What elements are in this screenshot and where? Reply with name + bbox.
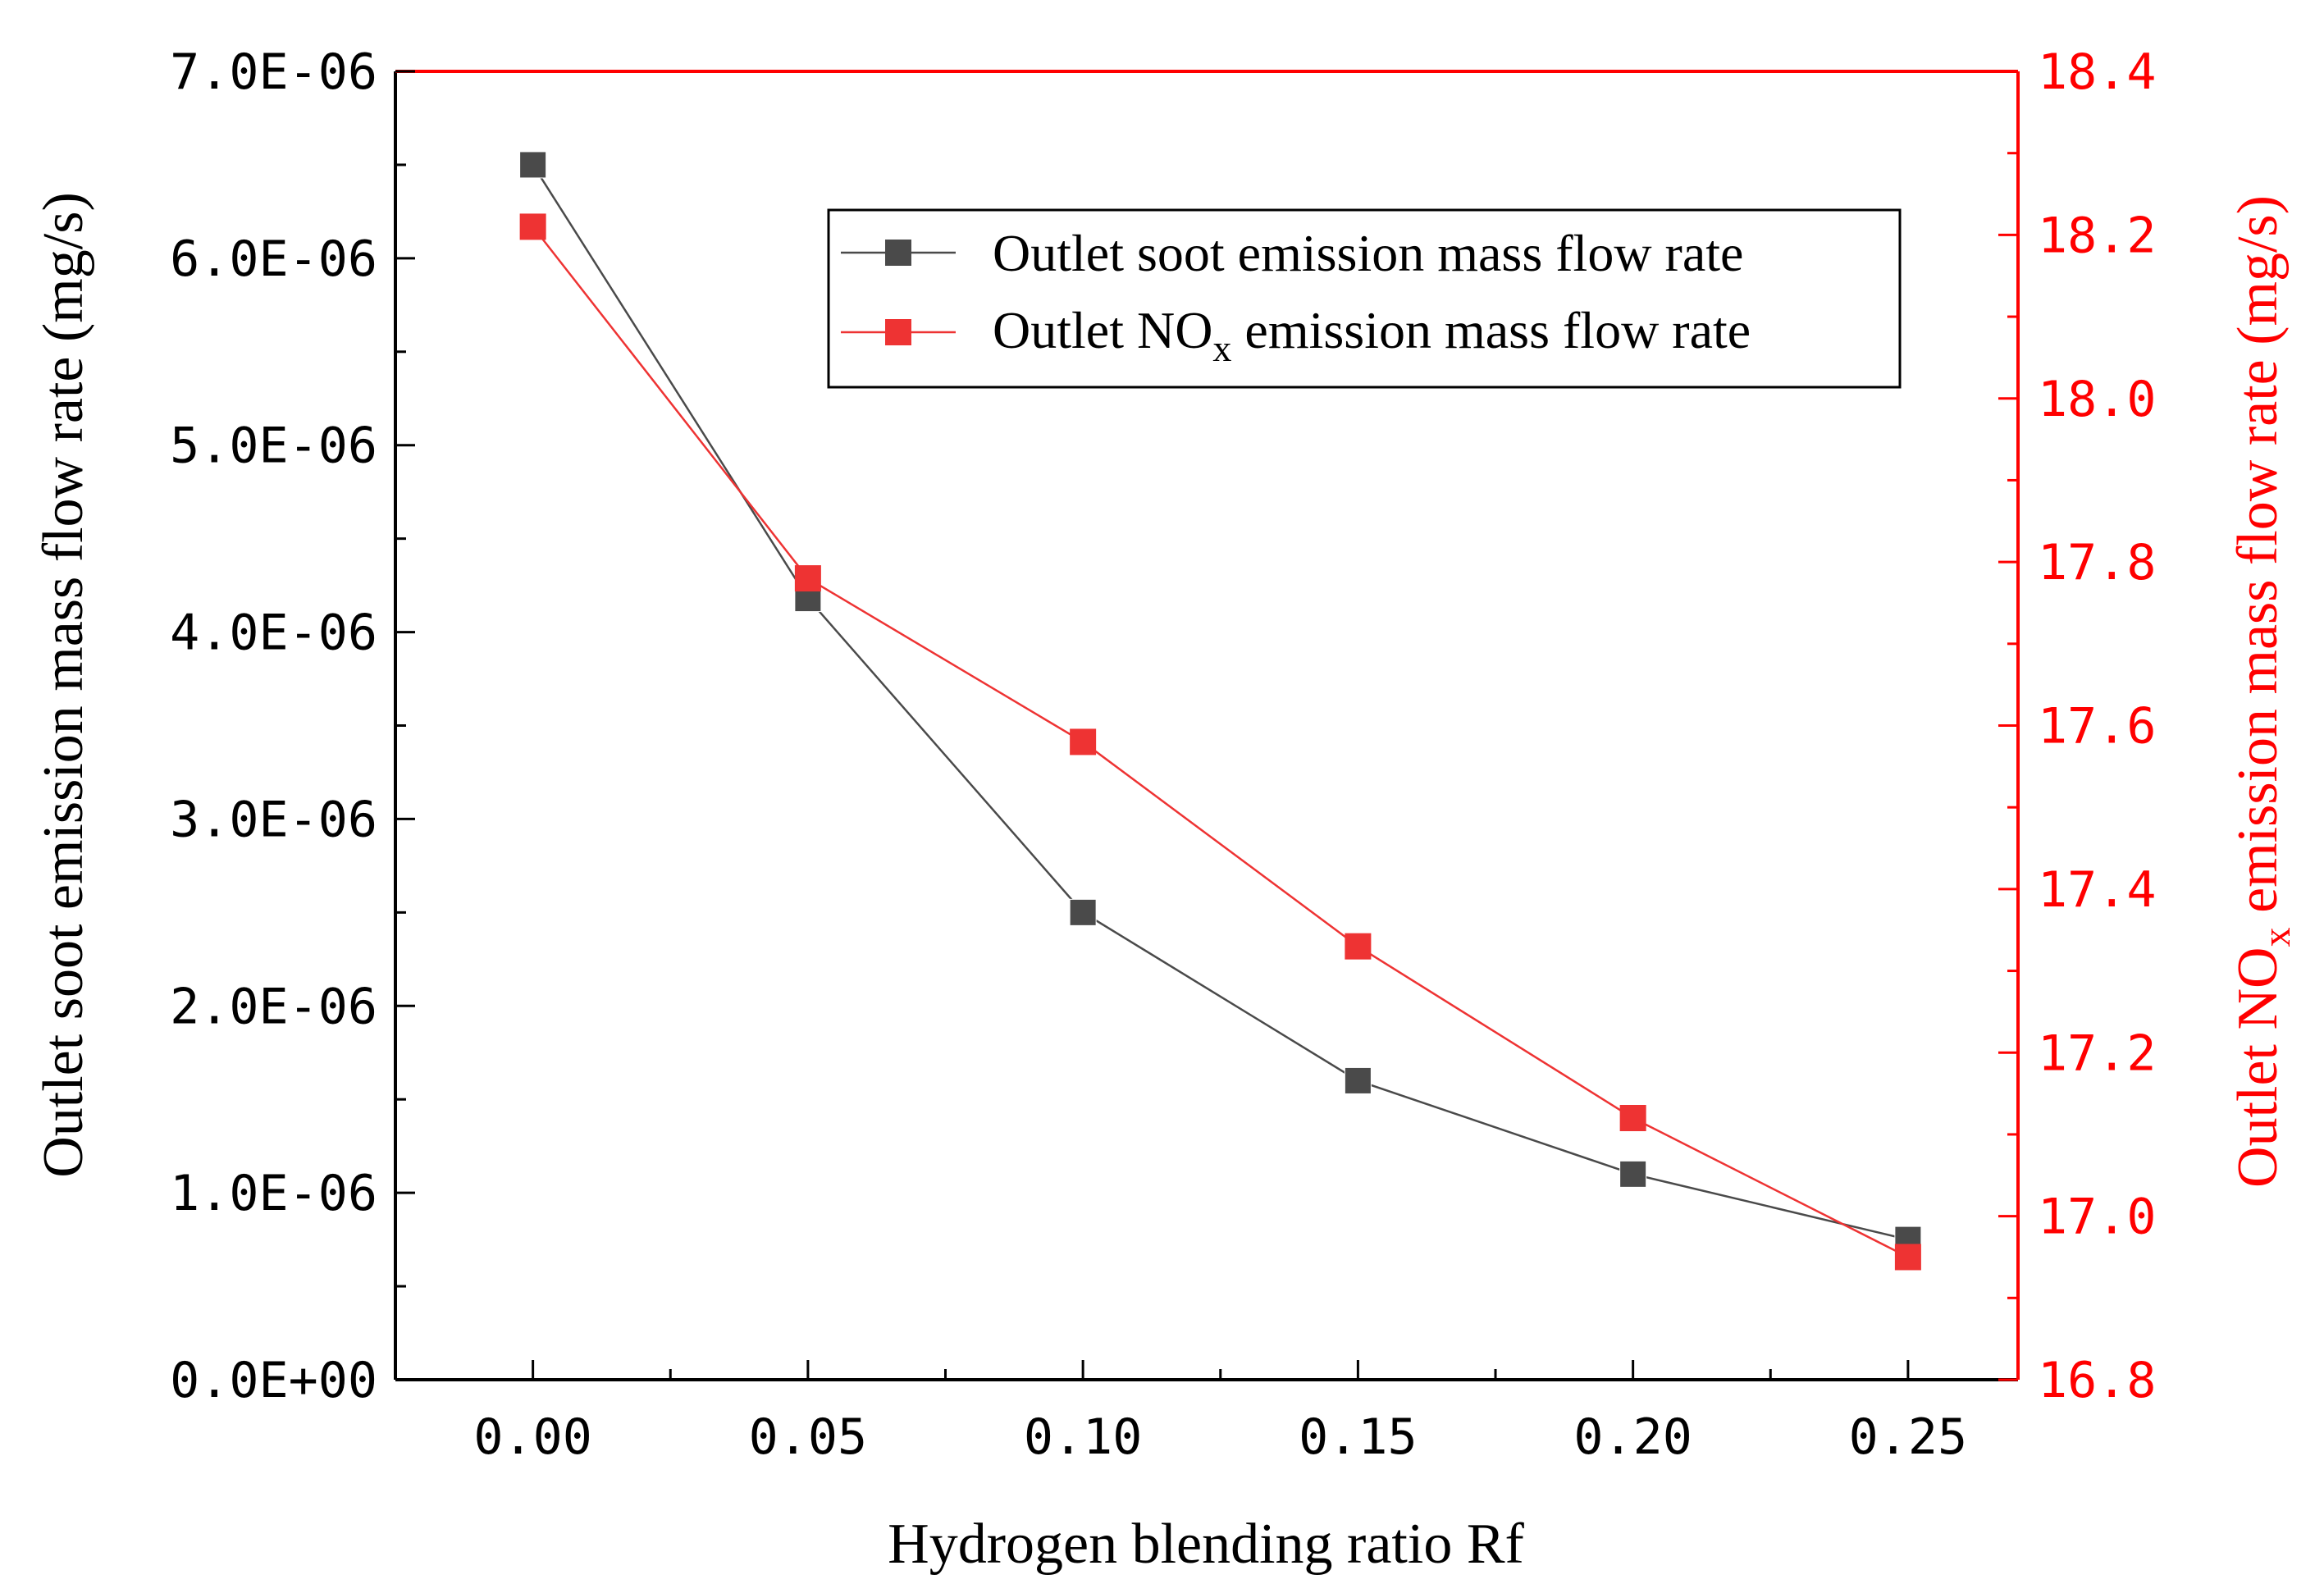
right-tick-label: 18.4 (2038, 43, 2157, 101)
legend-nox-label: Outlet NOx emission mass flow rate (993, 301, 1751, 369)
right-axis-title-prefix: Outlet NO (2226, 947, 2290, 1188)
bottom-tick-label: 0.15 (1299, 1408, 1418, 1466)
left-tick-label: 0.0E+00 (170, 1352, 377, 1409)
series-layer (519, 151, 1922, 1271)
left-tick-label: 1.0E-06 (170, 1165, 377, 1222)
legend-soot-marker (885, 240, 911, 266)
data-point (1344, 1066, 1372, 1094)
legend-nox-label-prefix: Outlet NO (993, 301, 1212, 359)
series-line (532, 164, 1909, 1241)
data-point (1069, 898, 1097, 926)
data-point (1619, 1160, 1647, 1188)
legend-box (827, 208, 1902, 389)
left-axis-ticks: 0.0E+00 1.0E-06 2.0E-06 3.0E-06 4.0E-06 5.0E-… (170, 43, 415, 1409)
right-tick-label: 18.0 (2038, 371, 2157, 428)
data-point (1345, 933, 1372, 960)
bottom-tick-label: 0.20 (1573, 1408, 1692, 1466)
legend-nox-marker (885, 319, 911, 345)
left-tick-label: 5.0E-06 (170, 418, 377, 475)
right-tick-label: 17.0 (2038, 1189, 2157, 1246)
left-tick-label: 4.0E-06 (170, 605, 377, 662)
right-axis-title-sub: x (2255, 927, 2299, 947)
legend: Outlet soot emission mass flow rate Outl… (827, 208, 1902, 389)
right-tick-label: 18.2 (2038, 207, 2157, 264)
right-axis-title: Outlet NOx emission mass flow rate (mg/s… (2226, 195, 2299, 1188)
series-nox (519, 213, 1921, 1271)
legend-nox-label-suffix: emission mass flow rate (1231, 301, 1751, 359)
left-tick-label: 7.0E-06 (170, 43, 377, 101)
bottom-tick-label: 0.00 (473, 1408, 592, 1466)
legend-entry-nox: Outlet NOx emission mass flow rate (841, 301, 1751, 369)
right-axis-title-suffix: emission mass flow rate (mg/s) (2226, 195, 2290, 927)
series-line (532, 226, 1909, 1258)
left-tick-label: 3.0E-06 (170, 791, 377, 848)
x-axis-title: Hydrogen blending ratio Rf (888, 1513, 1524, 1576)
bottom-tick-label: 0.10 (1024, 1408, 1143, 1466)
left-axis-title: Outlet soot emission mass flow rate (mg/… (32, 192, 95, 1178)
legend-nox-label-sub: x (1212, 327, 1231, 369)
right-tick-label: 17.4 (2038, 861, 2157, 919)
left-tick-label: 6.0E-06 (170, 231, 377, 288)
left-tick-label: 2.0E-06 (170, 978, 377, 1035)
bottom-axis-ticks: 0.00 0.05 0.10 0.15 0.20 0.25 (473, 1360, 1967, 1466)
data-point (794, 565, 821, 592)
right-tick-label: 17.6 (2038, 698, 2157, 755)
bottom-tick-label: 0.05 (749, 1408, 868, 1466)
data-point (519, 213, 546, 240)
right-tick-label: 16.8 (2038, 1352, 2157, 1409)
legend-soot-label: Outlet soot emission mass flow rate (993, 224, 1743, 282)
right-tick-label: 17.8 (2038, 534, 2157, 591)
bottom-tick-label: 0.25 (1849, 1408, 1968, 1466)
right-tick-label: 17.2 (2038, 1025, 2157, 1082)
data-point (1894, 1244, 1921, 1271)
data-point (1619, 1105, 1646, 1131)
data-point (519, 151, 547, 179)
legend-entry-soot: Outlet soot emission mass flow rate (841, 224, 1743, 282)
data-point (1070, 728, 1097, 755)
right-axis-ticks: 16.8 17.0 17.2 17.4 17.6 17.8 18.0 18.2 18.4 (1998, 43, 2157, 1409)
